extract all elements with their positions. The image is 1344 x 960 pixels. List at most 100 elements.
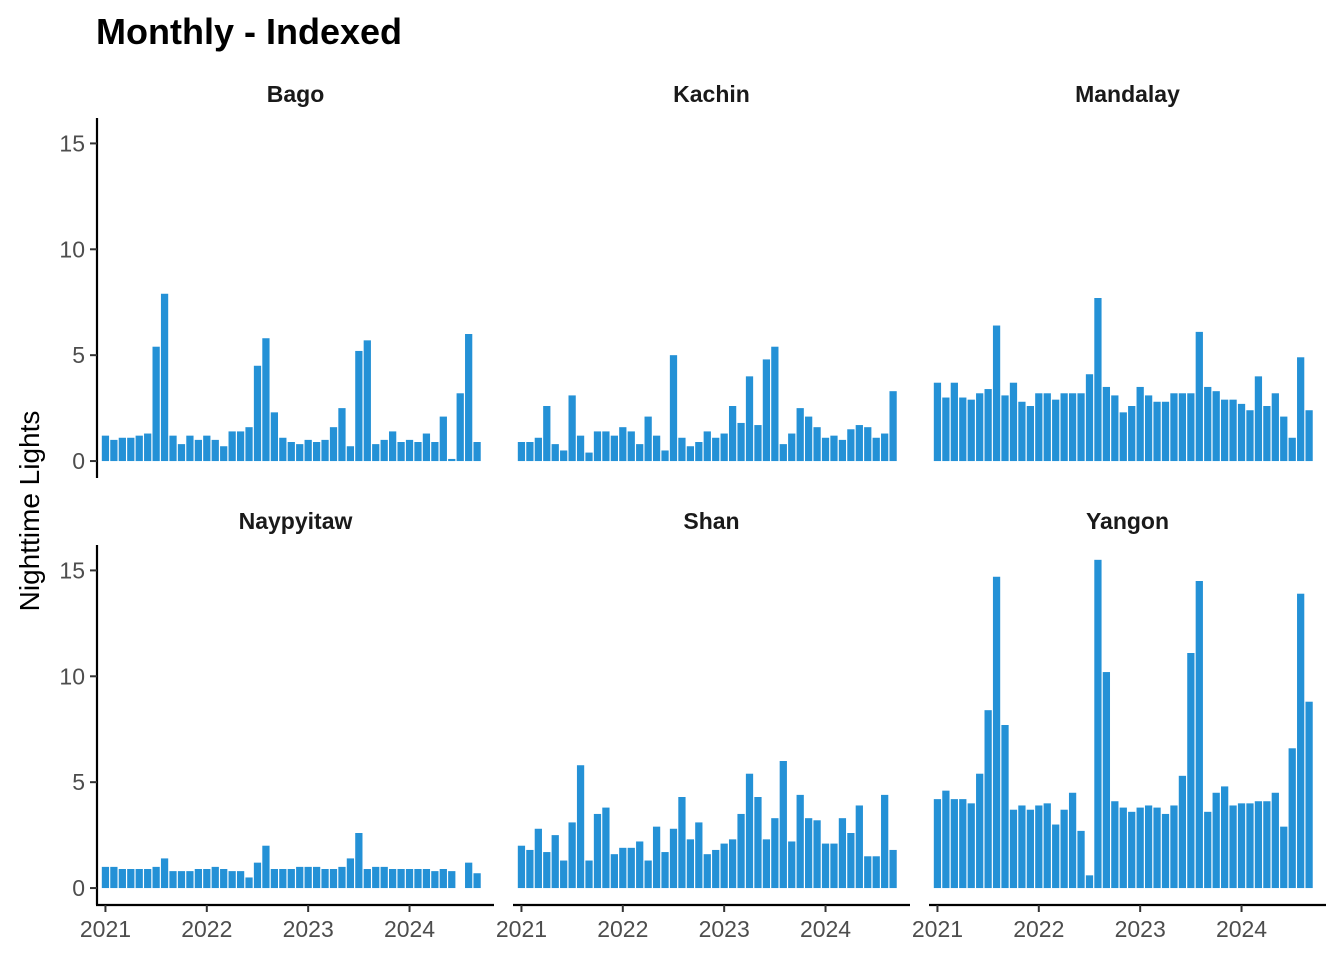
bar — [881, 794, 889, 889]
bar — [279, 869, 287, 889]
bar — [346, 446, 355, 462]
y-tick-label: 10 — [59, 663, 85, 689]
bar — [610, 435, 618, 462]
bar — [967, 399, 975, 462]
bar — [805, 416, 813, 462]
bar — [1195, 331, 1203, 462]
bar — [720, 843, 728, 889]
bar — [560, 860, 568, 889]
bar — [236, 871, 245, 889]
bar — [473, 442, 481, 462]
bar — [1204, 386, 1212, 462]
bar — [1144, 805, 1153, 889]
bar — [1001, 395, 1009, 462]
x-tick-label: 2023 — [699, 916, 750, 942]
bar — [380, 866, 388, 889]
bar — [568, 395, 576, 462]
bar — [1077, 393, 1085, 462]
bar — [135, 435, 143, 462]
bar — [610, 854, 618, 889]
bar — [448, 458, 456, 462]
bar — [1060, 809, 1068, 889]
bar — [456, 393, 464, 462]
bar — [312, 866, 321, 889]
chart-title: Monthly - Indexed — [96, 11, 402, 52]
facet-strip-label: Yangon — [1086, 508, 1169, 534]
bar — [270, 869, 279, 889]
bar — [1271, 792, 1279, 889]
bar — [1271, 393, 1279, 462]
x-tick-label: 2022 — [1013, 916, 1064, 942]
bar — [279, 437, 287, 462]
bar — [1035, 393, 1043, 462]
bar — [950, 799, 958, 889]
bar — [534, 437, 542, 462]
bar — [270, 412, 279, 462]
bar — [644, 416, 652, 462]
bar — [1161, 813, 1170, 889]
bar — [745, 376, 754, 462]
bar — [152, 346, 160, 462]
bar — [144, 869, 152, 889]
bar — [703, 431, 711, 462]
bar — [847, 429, 855, 462]
bar — [745, 773, 754, 889]
bar — [1229, 399, 1237, 462]
bar — [517, 442, 526, 462]
bar — [703, 854, 711, 889]
bar — [838, 439, 847, 462]
bar — [1136, 386, 1144, 462]
bar — [228, 431, 236, 462]
bar — [1035, 805, 1043, 889]
bar — [363, 869, 371, 889]
bar — [203, 435, 211, 462]
x-tick-label: 2022 — [597, 916, 648, 942]
bar — [543, 406, 551, 462]
bar — [439, 416, 447, 462]
bar — [245, 427, 253, 462]
bar — [1204, 811, 1212, 889]
bar — [771, 346, 779, 462]
bar — [127, 869, 135, 889]
bar — [728, 839, 737, 889]
bar — [992, 576, 1001, 889]
bar — [602, 807, 610, 889]
bar — [169, 435, 177, 462]
bar — [1237, 403, 1246, 462]
bar — [110, 866, 118, 889]
facet-bago: Bago 0 5 10 15 — [59, 81, 481, 478]
bar — [933, 382, 942, 462]
y-tick-label: 0 — [72, 448, 85, 474]
bar — [194, 439, 202, 462]
bar — [813, 820, 821, 889]
bar — [585, 860, 593, 889]
bar — [1178, 393, 1187, 462]
bar — [346, 858, 355, 889]
bar — [1254, 801, 1263, 889]
facet-kachin: Kachin — [517, 81, 897, 462]
bar — [101, 435, 110, 462]
bar — [236, 431, 245, 462]
bar — [338, 408, 346, 462]
bar — [1001, 725, 1009, 889]
facet-panels: Bago 0 5 10 15 Kachin Mandalay Naypyitaw 0 5 10 15 2… — [59, 81, 1326, 942]
bar — [389, 869, 397, 889]
bar — [636, 841, 644, 889]
bar — [686, 446, 695, 462]
bar — [220, 869, 228, 889]
bar — [1068, 792, 1077, 889]
bar — [959, 397, 967, 462]
bar — [669, 828, 678, 889]
bar — [821, 843, 830, 889]
bar — [984, 710, 992, 889]
bar — [1263, 801, 1271, 889]
bar — [169, 871, 177, 889]
bar — [652, 435, 661, 462]
bar — [118, 437, 126, 462]
bar — [1212, 391, 1220, 462]
x-tick-label: 2021 — [912, 916, 963, 942]
bar — [517, 845, 526, 889]
bar — [1195, 581, 1203, 889]
bar — [135, 869, 143, 889]
x-tick-label: 2021 — [496, 916, 547, 942]
